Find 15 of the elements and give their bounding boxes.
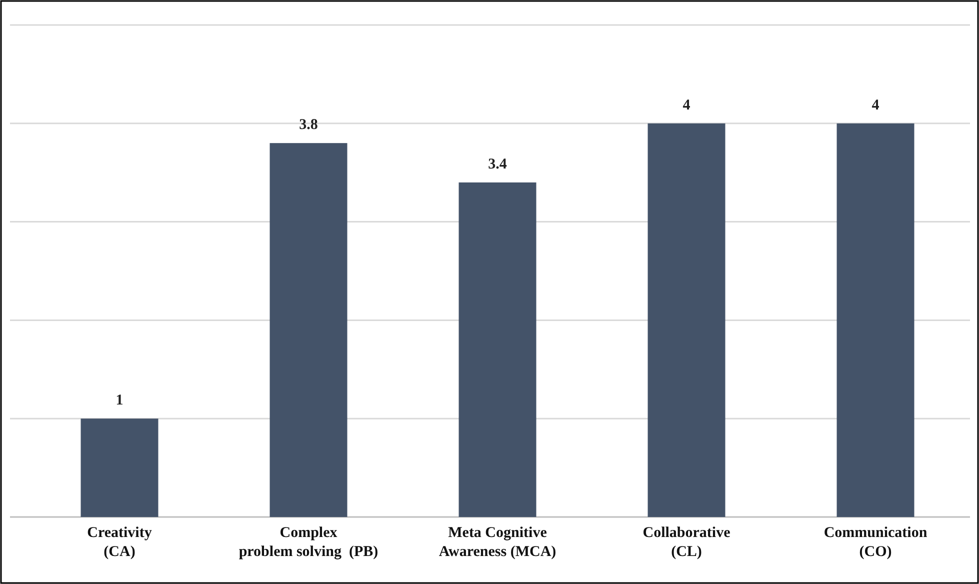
x-tick-label: Collaborative (CL) [642, 525, 731, 560]
bar [458, 182, 536, 517]
x-tick-label: Meta Cognitive Awareness (MCA) [438, 525, 556, 560]
x-tick-label: Complex problem solving (PB) [238, 525, 378, 560]
data-label: 4 [682, 97, 691, 114]
x-tick-label: Communication (CO) [824, 525, 928, 560]
bar [648, 123, 726, 517]
data-label: 3.8 [299, 117, 318, 134]
x-tick-label: Creativity (CA) [87, 525, 152, 560]
data-label: 3.4 [488, 156, 508, 172]
data-label: 4 [872, 97, 880, 114]
bar [270, 143, 348, 517]
bar [80, 418, 158, 517]
data-label: 1 [116, 392, 124, 409]
bar [836, 123, 914, 517]
